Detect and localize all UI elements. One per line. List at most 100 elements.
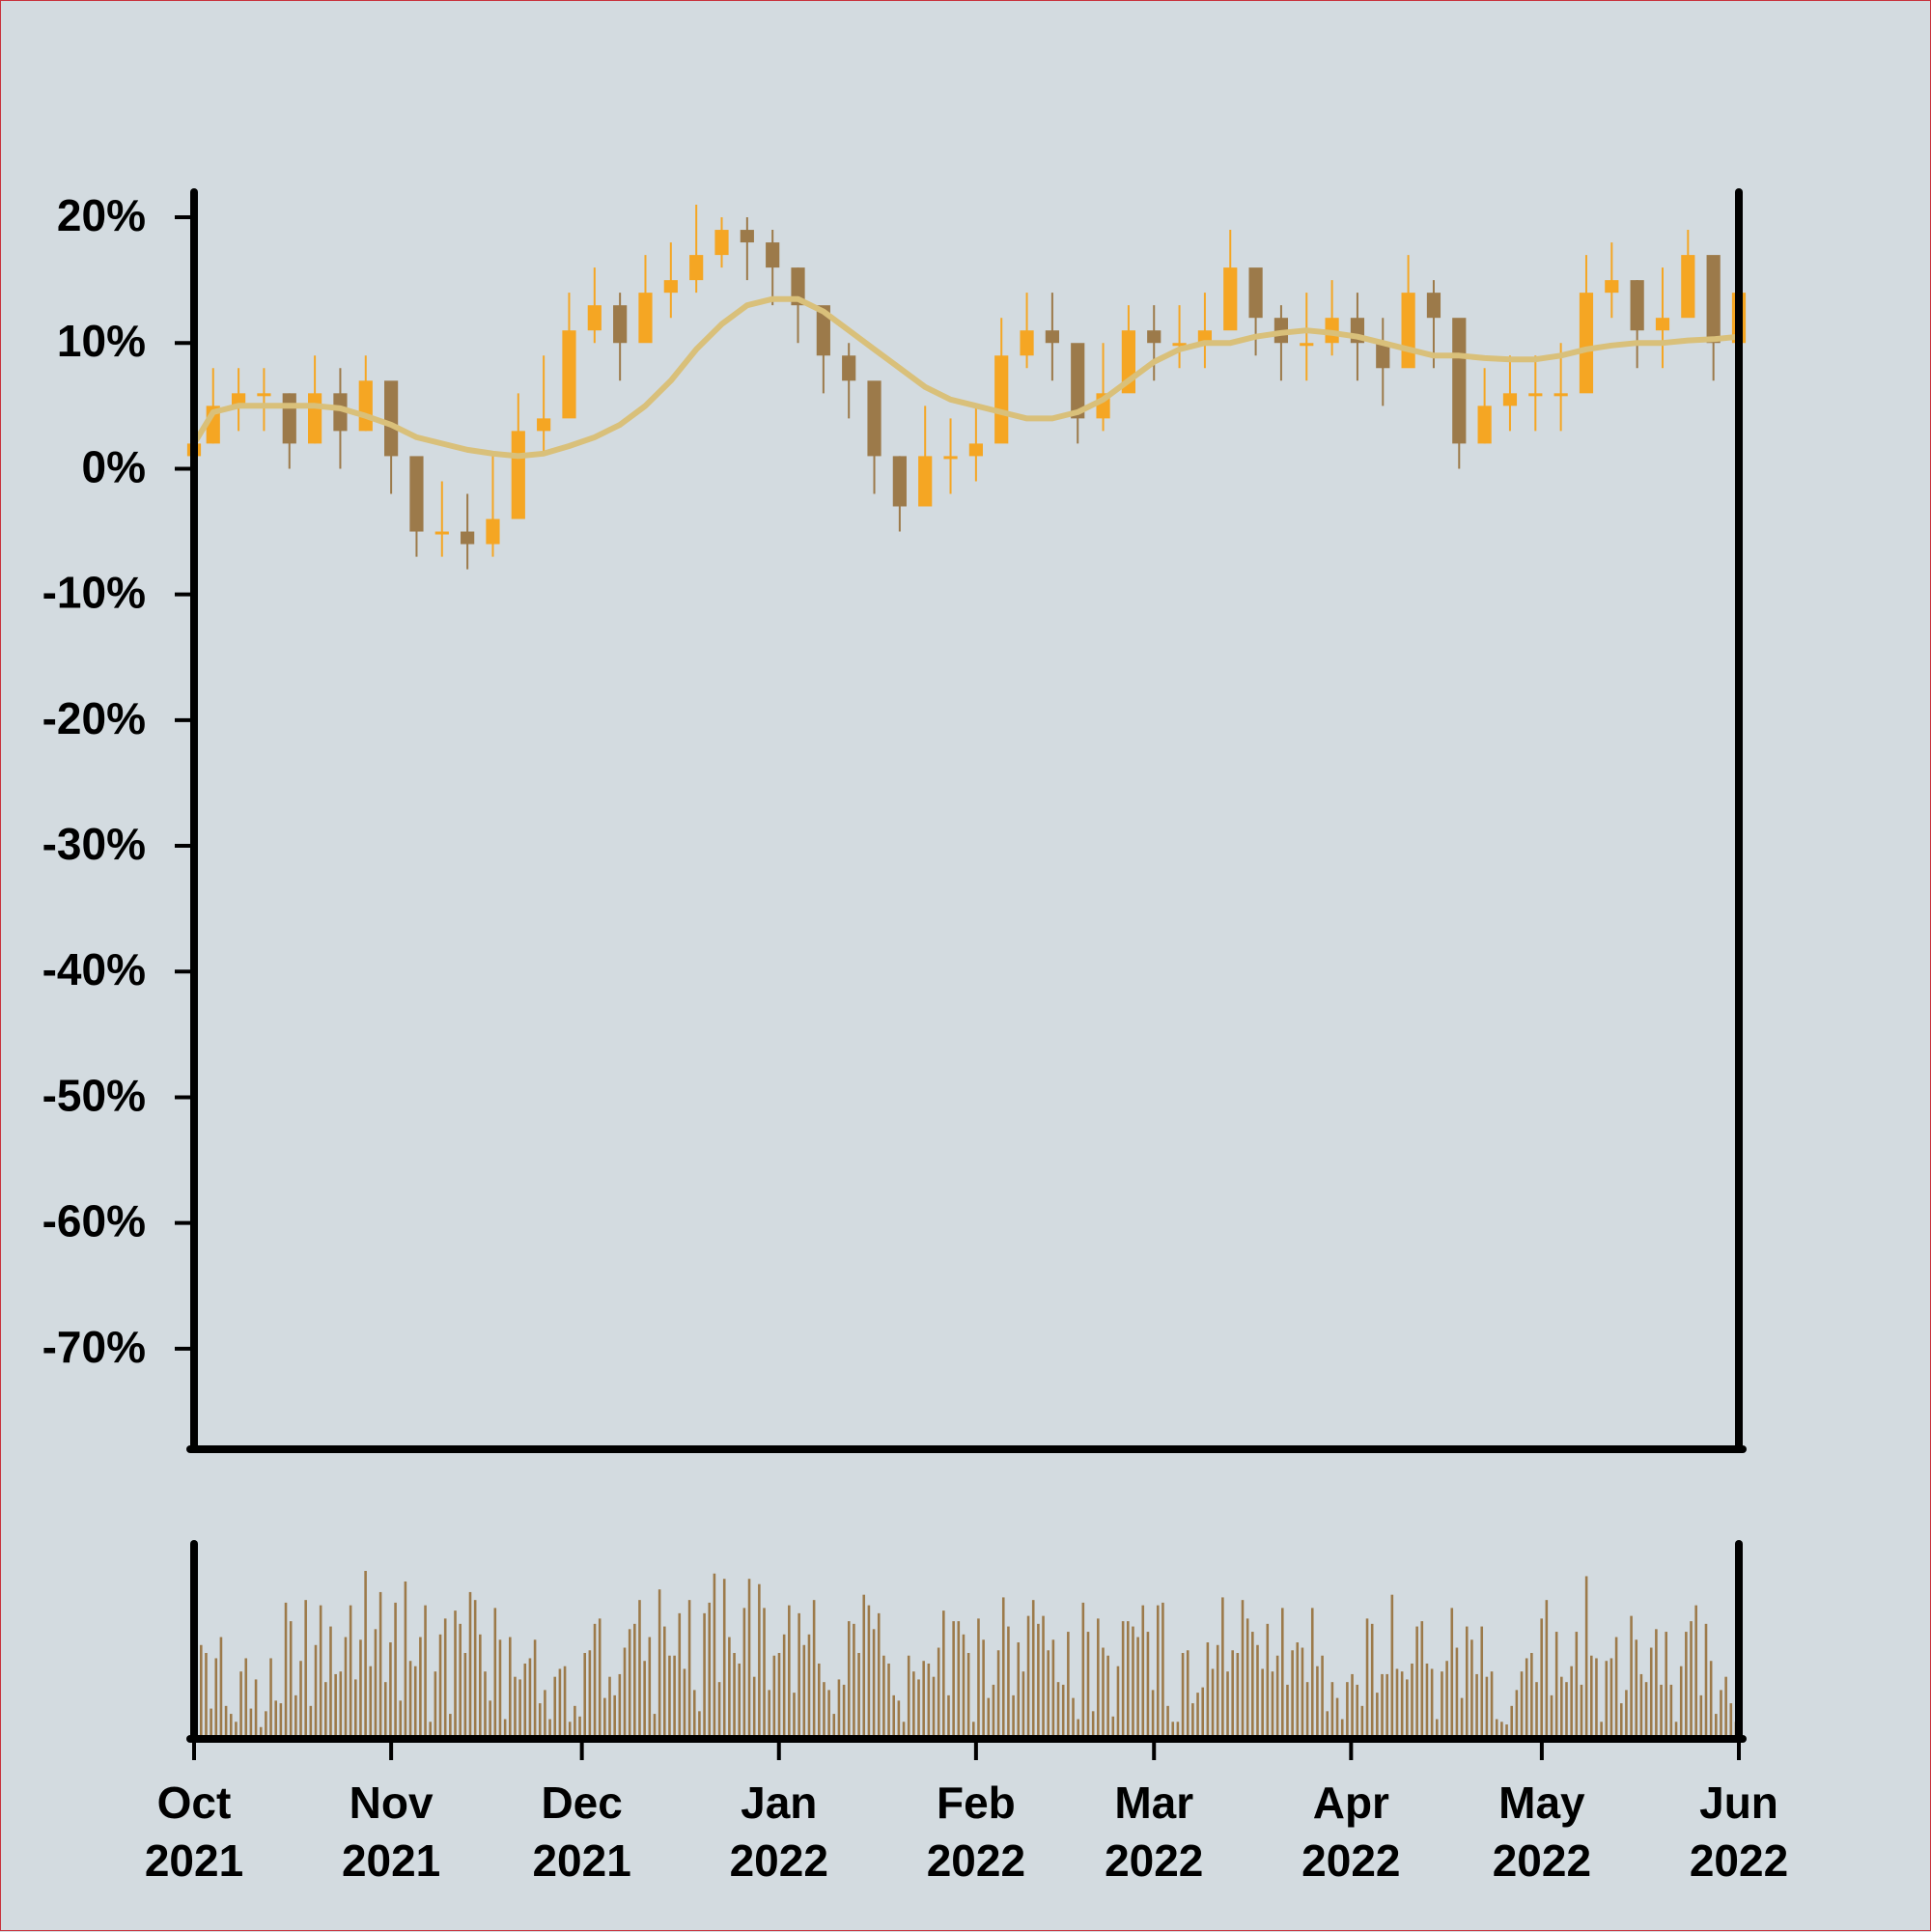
- volume-bar: [468, 1591, 472, 1735]
- volume-bar: [1067, 1632, 1070, 1735]
- candle-body: [587, 305, 602, 331]
- volume-bar: [1271, 1671, 1274, 1735]
- volume-bar: [1515, 1690, 1519, 1735]
- volume-bar: [992, 1684, 995, 1735]
- volume-bar: [533, 1639, 537, 1735]
- candle-body: [740, 230, 754, 243]
- volume-bar: [1077, 1719, 1079, 1735]
- volume-bar: [653, 1714, 657, 1735]
- volume-bar: [1216, 1644, 1219, 1735]
- volume-bar: [1669, 1684, 1673, 1735]
- volume-bar: [364, 1571, 367, 1735]
- volume-bar: [578, 1716, 581, 1735]
- volume-bar: [1275, 1655, 1279, 1735]
- volume-bar: [419, 1637, 422, 1735]
- volume-bar: [1047, 1650, 1049, 1735]
- y-tick-label: -40%: [42, 944, 146, 994]
- volume-bar: [249, 1708, 253, 1735]
- volume-bar: [369, 1666, 373, 1735]
- candle-body: [231, 393, 246, 406]
- x-tick-year: 2022: [1105, 1835, 1203, 1886]
- candle-body: [1579, 293, 1594, 394]
- volume-bar: [1305, 1682, 1309, 1735]
- volume-bar: [1605, 1661, 1609, 1735]
- volume-bar: [1266, 1623, 1270, 1735]
- volume-bar: [1231, 1650, 1234, 1735]
- candle-body: [714, 230, 729, 256]
- volume-bar: [1505, 1724, 1508, 1735]
- volume-bar: [1226, 1671, 1229, 1735]
- volume-bar: [588, 1650, 592, 1735]
- candle-body: [537, 418, 551, 432]
- x-tick-month: Jun: [1699, 1778, 1778, 1828]
- volume-bar: [1614, 1637, 1618, 1735]
- volume-bar: [658, 1589, 661, 1735]
- volume-bar: [1660, 1684, 1663, 1735]
- volume-bar: [563, 1666, 567, 1735]
- candle-body: [384, 380, 399, 457]
- volume-bar: [284, 1602, 288, 1735]
- candle-body: [1376, 343, 1390, 369]
- x-axis-ticks: Oct 2021 Nov 2021 Dec 2021 Jan 2022 Feb 2022 Mar 20…: [145, 1739, 1788, 1886]
- y-tick-label: 10%: [57, 316, 146, 366]
- candle-body: [1045, 330, 1059, 344]
- y-tick-label: -60%: [42, 1196, 146, 1246]
- x-tick-month: Oct: [157, 1778, 232, 1828]
- candle-body: [766, 242, 780, 268]
- volume-bar: [459, 1623, 462, 1735]
- volume-bar: [434, 1671, 437, 1735]
- volume-bar: [1495, 1719, 1498, 1735]
- volume-bar: [623, 1647, 627, 1735]
- volume-bar: [224, 1705, 228, 1735]
- volume-bar: [847, 1621, 851, 1735]
- volume-bar: [1665, 1632, 1667, 1735]
- volume-bar: [1111, 1716, 1115, 1735]
- volume-bar: [668, 1655, 671, 1735]
- volume-bar: [613, 1694, 616, 1735]
- volume-bar: [1485, 1676, 1489, 1735]
- volume-bar: [962, 1634, 966, 1735]
- volume-bar: [1356, 1684, 1358, 1735]
- volume-bar: [1316, 1666, 1319, 1735]
- volume-bar: [1570, 1666, 1573, 1735]
- candle-body: [461, 531, 475, 545]
- volume-bar: [518, 1679, 521, 1735]
- volume-bar: [1450, 1608, 1454, 1735]
- volume-bar: [882, 1655, 885, 1735]
- volume-bar: [713, 1573, 716, 1735]
- volume-bar: [443, 1618, 447, 1735]
- volume-bar: [1540, 1618, 1543, 1735]
- axes: [186, 188, 1747, 1743]
- volume-bar: [1425, 1663, 1429, 1735]
- volume-bar: [703, 1612, 706, 1735]
- volume-bar: [1072, 1697, 1075, 1735]
- volume-bar: [244, 1658, 248, 1735]
- x-tick-year: 2022: [1301, 1835, 1400, 1886]
- candle-body: [1452, 318, 1467, 444]
- volume-bar: [394, 1602, 397, 1735]
- volume-bar: [1191, 1703, 1194, 1735]
- x-tick-year: 2022: [1690, 1835, 1788, 1886]
- volume-bar: [1017, 1642, 1021, 1735]
- volume-bar: [429, 1722, 432, 1735]
- volume-bar: [274, 1700, 277, 1735]
- volume-bar: [1161, 1602, 1164, 1735]
- candle-body: [1655, 318, 1670, 331]
- volume-bar: [1510, 1705, 1513, 1735]
- candle-body: [1172, 343, 1187, 347]
- volume-bar: [772, 1655, 776, 1735]
- volume-bar: [454, 1610, 457, 1735]
- volume-bar: [802, 1644, 806, 1735]
- volume-bar: [1211, 1668, 1215, 1735]
- candle-body: [1223, 267, 1238, 331]
- candle-body: [358, 380, 373, 432]
- volume-bar: [269, 1658, 272, 1735]
- volume-bar: [210, 1708, 212, 1735]
- volume-bar: [1565, 1682, 1568, 1735]
- volume-bar: [638, 1600, 641, 1735]
- volume-bar: [1281, 1608, 1284, 1735]
- candle-body: [1681, 255, 1695, 319]
- volume-bar: [1406, 1679, 1409, 1735]
